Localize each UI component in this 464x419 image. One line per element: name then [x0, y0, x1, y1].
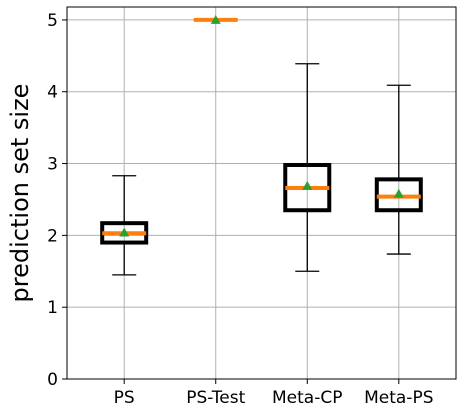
- x-tick-label: Meta-PS: [364, 388, 433, 408]
- mean-marker: [393, 188, 404, 198]
- box-meta-cp: [283, 63, 332, 272]
- mean-marker: [119, 227, 130, 237]
- y-tick-label: 2: [47, 226, 58, 246]
- x-tick-label: PS: [114, 388, 135, 408]
- mean-marker: [302, 180, 313, 190]
- x-tick-label: Meta-CP: [272, 388, 342, 408]
- plot-area-frame: [66, 6, 457, 380]
- y-tick-label: 4: [47, 83, 58, 103]
- y-tick-label: 3: [47, 155, 58, 175]
- y-tick-label: 5: [47, 11, 58, 31]
- boxes: [100, 14, 423, 276]
- y-axis-label: prediction set size: [6, 84, 34, 303]
- x-tick-label: PS-Test: [186, 388, 245, 408]
- box-ps-test: [193, 14, 238, 24]
- grid-lines: [67, 7, 456, 380]
- y-tick-label: 1: [47, 298, 58, 318]
- axis-ticks: 0 1 2 3 4 5 PS PS-Test Meta-CP Meta-PS: [47, 11, 433, 408]
- y-tick-label: 0: [47, 370, 58, 390]
- mean-marker: [210, 14, 221, 24]
- box-ps: [100, 175, 149, 276]
- box-meta-ps: [374, 84, 423, 255]
